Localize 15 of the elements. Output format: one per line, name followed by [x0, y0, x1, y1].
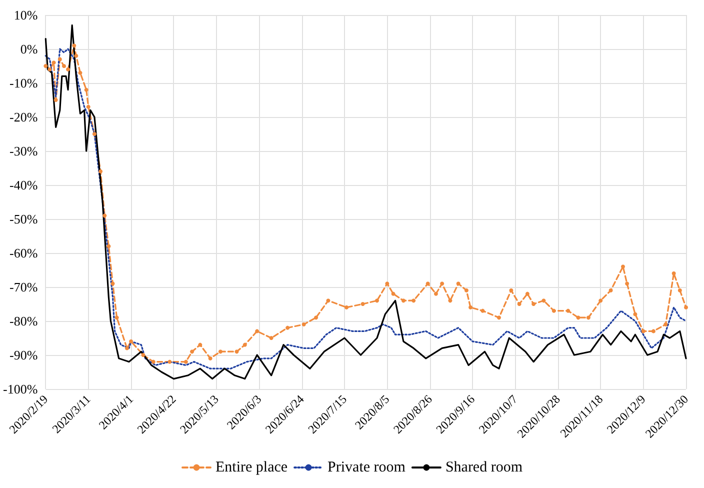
y-tick-label: -20% — [9, 110, 38, 124]
y-tick-label: -30% — [9, 144, 38, 158]
y-tick-label: -100% — [2, 382, 38, 396]
y-tick-label: -40% — [9, 178, 38, 192]
y-tick-label: 0% — [20, 42, 38, 56]
y-tick-label: -60% — [9, 246, 38, 260]
legend-label: Private room — [328, 460, 406, 476]
legend-label: Entire place — [215, 460, 288, 476]
y-tick-label: -90% — [9, 348, 38, 362]
y-tick-label: -10% — [9, 76, 38, 90]
y-tick-label: 10% — [14, 8, 38, 22]
y-tick-label: -70% — [9, 280, 38, 294]
legend-label: Shared room — [445, 460, 523, 476]
y-tick-label: -80% — [9, 314, 38, 328]
y-tick-label: -50% — [9, 212, 38, 226]
